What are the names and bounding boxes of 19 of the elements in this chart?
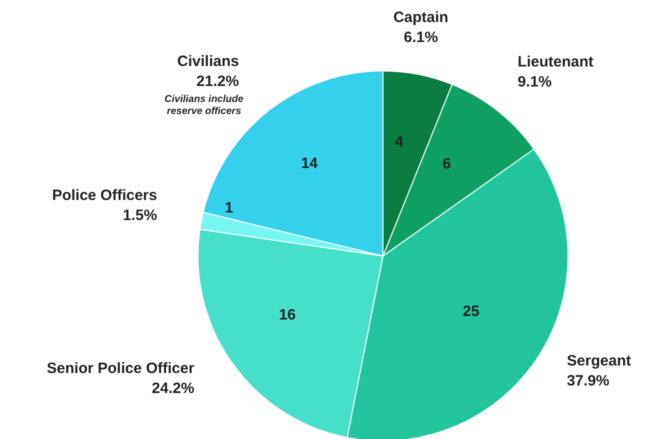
text: Civilians include reserve officers: [164, 94, 244, 118]
text: 6: [442, 155, 452, 172]
text: 25: [462, 302, 480, 320]
slice-label: Sergeant: [566, 352, 632, 370]
text: 4: [394, 134, 404, 151]
slice-label: Civilians: [177, 53, 239, 70]
data-label: 24.2%: [152, 380, 194, 397]
text: 14: [301, 155, 318, 172]
slice-label: Police Officers: [52, 187, 158, 204]
text: 1: [224, 200, 234, 217]
slice-label: Captain: [393, 9, 448, 26]
text: 16: [279, 306, 296, 324]
slice-label: Senior Police Officer: [46, 360, 194, 377]
slice-label: Lieutenant: [518, 54, 594, 71]
data-label: 9.1%: [518, 74, 552, 91]
data-label: 37.9%: [566, 372, 610, 390]
data-label: 21.2%: [196, 73, 239, 90]
data-label: 1.5%: [122, 207, 158, 224]
data-label: 6.1%: [404, 29, 438, 46]
